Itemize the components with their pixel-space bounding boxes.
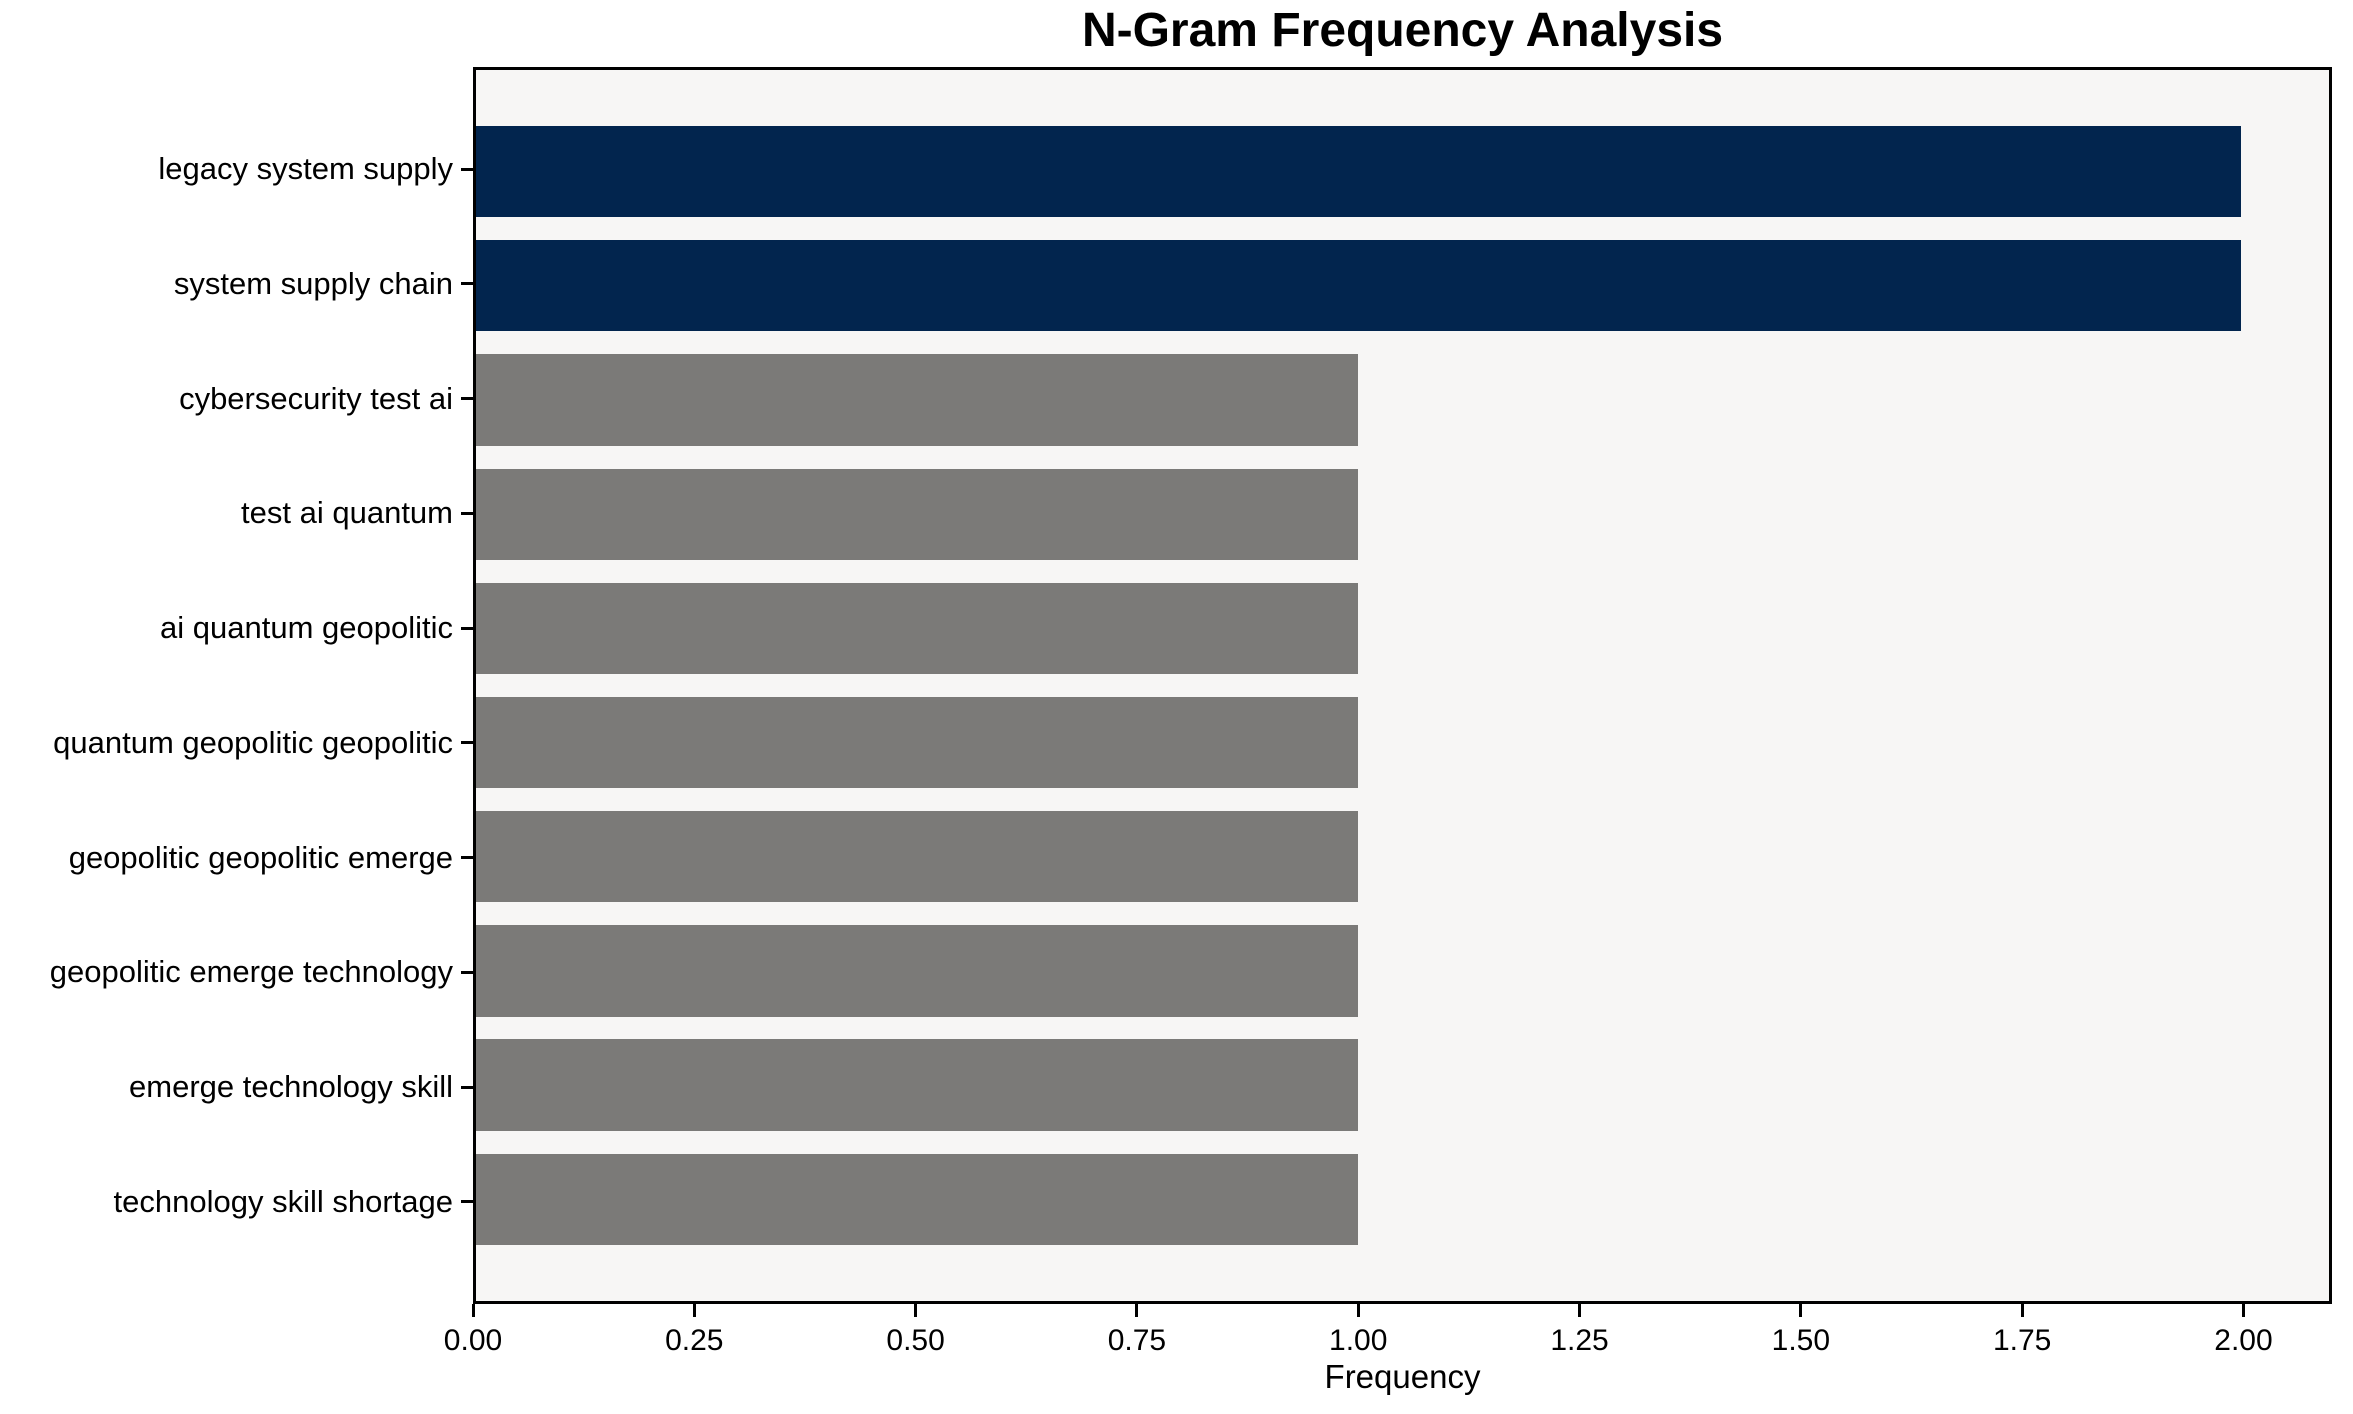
x-tick-label: 1.75: [1992, 1324, 2052, 1357]
x-tick-label: 0.75: [1107, 1324, 1167, 1357]
bar: [476, 125, 2241, 218]
y-tick-mark: [461, 741, 473, 745]
x-axis-label: Frequency: [1324, 1358, 1481, 1395]
bar: [476, 582, 1359, 675]
bars-container: [476, 70, 2329, 1301]
x-tick-mark: [1578, 1304, 1582, 1317]
x-tick-label: 0.50: [886, 1324, 945, 1357]
chart-title: N-Gram Frequency Analysis: [1081, 4, 1724, 57]
x-tick-label: 1.50: [1771, 1324, 1831, 1357]
x-tick-mark: [2241, 1304, 2245, 1317]
x-tick-label: 1.25: [1550, 1324, 1609, 1357]
y-tick-mark: [461, 167, 473, 171]
y-tick-label: test ai quantum: [241, 495, 453, 531]
y-tick-label: technology skill shortage: [113, 1183, 453, 1219]
y-tick-label: geopolitic emerge technology: [49, 954, 453, 990]
x-tick-mark: [1135, 1304, 1139, 1317]
y-tick-label: emerge technology skill: [129, 1069, 453, 1105]
bar: [476, 354, 1359, 446]
y-tick-mark: [461, 970, 473, 974]
y-tick-label: geopolitic geopolitic emerge: [68, 839, 453, 875]
x-tick-mark: [471, 1304, 475, 1317]
bar: [476, 468, 1359, 560]
y-tick-label: ai quantum geopolitic: [160, 610, 453, 646]
y-tick-mark: [461, 856, 473, 860]
bar: [476, 240, 2241, 332]
y-tick-mark: [461, 397, 473, 401]
x-tick-label: 1.00: [1329, 1324, 1388, 1357]
x-tick-mark: [914, 1304, 918, 1317]
bar: [476, 1039, 1359, 1131]
y-tick-mark: [461, 1200, 473, 1204]
y-tick-label: system supply chain: [173, 265, 453, 301]
y-tick-mark: [461, 1085, 473, 1089]
x-tick-mark: [1356, 1304, 1360, 1317]
bar: [476, 1153, 1359, 1246]
x-tick-label: 2.00: [2214, 1324, 2273, 1357]
y-axis: legacy system supply system supply chain c…: [0, 67, 473, 1304]
x-tick-mark: [2020, 1304, 2024, 1317]
x-tick-label: 0.25: [665, 1324, 724, 1357]
plot-area: [473, 67, 2332, 1304]
y-tick-mark: [461, 511, 473, 515]
y-tick-label: cybersecurity test ai: [179, 380, 453, 416]
y-tick-mark: [461, 282, 473, 286]
y-tick-label: legacy system supply: [158, 151, 453, 187]
bar: [476, 811, 1359, 903]
x-tick-mark: [692, 1304, 696, 1317]
y-tick-mark: [461, 626, 473, 630]
x-tick-label: 0.00: [443, 1324, 503, 1357]
x-axis: 0.00 0.25 0.50 0.75 1.00 1.25 1.50 1.75 2.00: [444, 1304, 2332, 1404]
bar: [476, 696, 1359, 789]
bar: [476, 925, 1359, 1017]
y-tick-label: quantum geopolitic geopolitic: [53, 724, 453, 760]
x-tick-mark: [1799, 1304, 1803, 1317]
